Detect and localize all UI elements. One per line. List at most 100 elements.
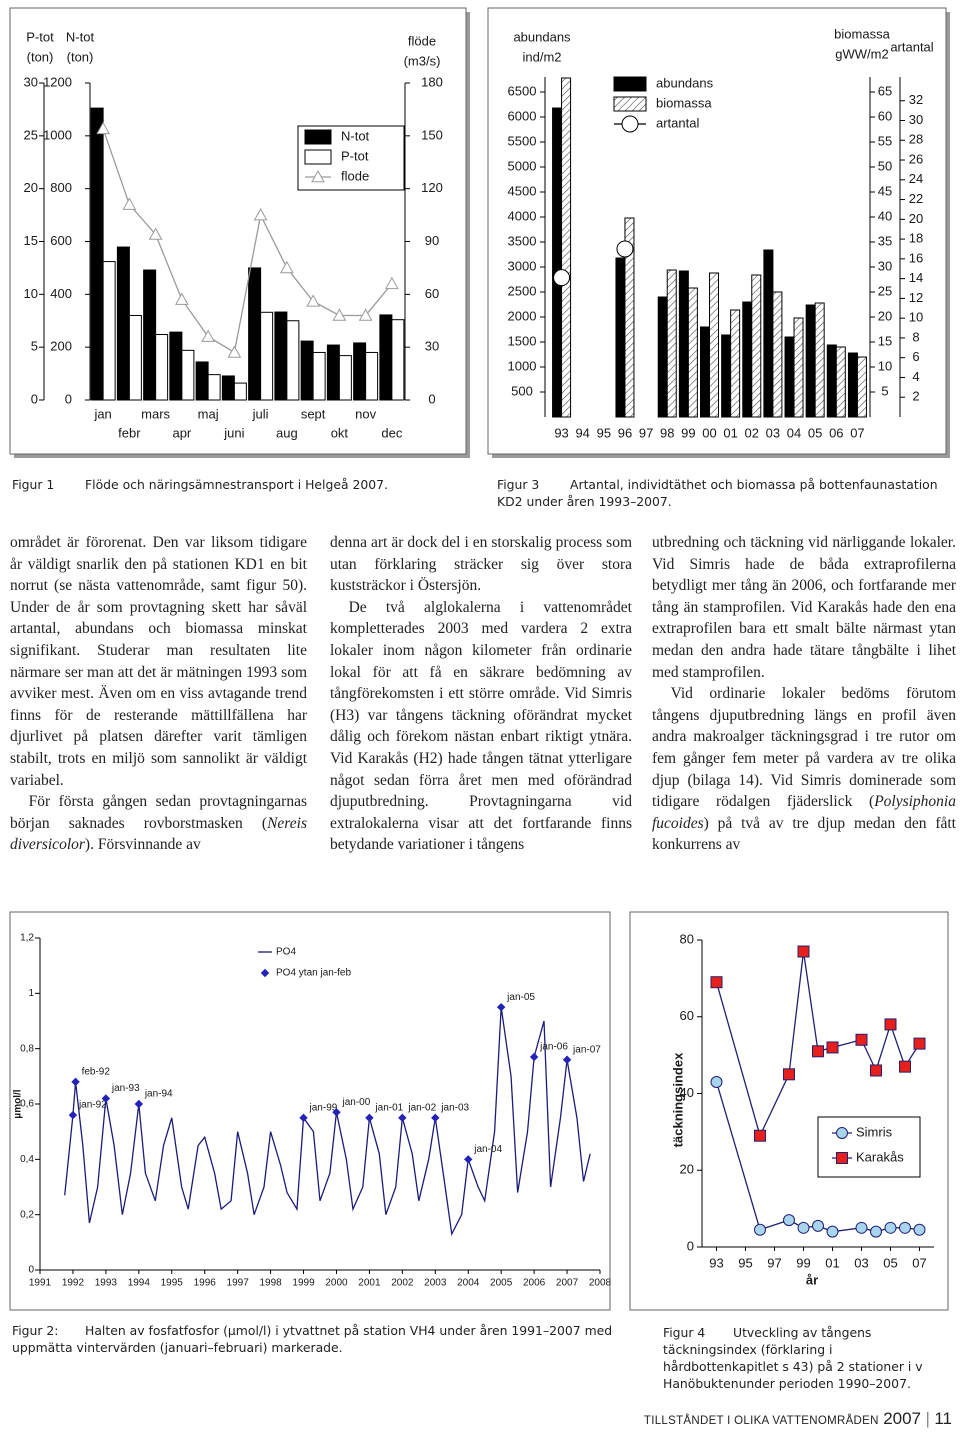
caption-text: Flöde och näringsämnestransport i Helgeå…	[85, 477, 388, 492]
marker	[101, 1094, 111, 1103]
y-tick-label: 6000	[508, 108, 537, 123]
y-tick-label: 32	[909, 92, 923, 107]
y-tick-label: 5500	[508, 133, 537, 148]
marker	[260, 968, 270, 978]
caption-text: Utveckling av tångens täckningsindex (fö…	[663, 1325, 923, 1391]
marker	[332, 1108, 341, 1117]
axis-title: gWW/m2	[835, 46, 888, 61]
y-tick-label: 10	[878, 358, 892, 373]
y-axis-label: täckningsindex	[670, 1052, 685, 1147]
y-tick-label: 15	[878, 333, 892, 348]
figure-caption: Figur 2: Halten av fosfatfosfor (µmol/l) …	[12, 1322, 622, 1356]
x-tick-label: okt	[331, 425, 349, 440]
bar	[221, 375, 235, 401]
marker	[913, 1223, 926, 1236]
bar	[847, 352, 858, 418]
y-tick-label: 0,8	[20, 1043, 34, 1054]
x-tick-label: 06	[829, 425, 843, 440]
marker	[148, 227, 163, 240]
bar	[730, 309, 741, 418]
y-tick-label: 55	[878, 133, 892, 148]
footer-section: TILLSTÅNDET I OLIKA VATTENOMRÅDEN	[643, 1415, 879, 1427]
text-run: ) på två av tre djup medan den fått konk…	[652, 814, 956, 854]
bar	[826, 344, 837, 418]
y-tick-label: 65	[878, 83, 892, 98]
axis-title: ind/m2	[522, 49, 561, 64]
x-tick-label: 2007	[556, 1278, 579, 1289]
x-tick-label: 01	[825, 1255, 839, 1270]
x-tick-label: 2005	[490, 1278, 513, 1289]
marker	[870, 1225, 882, 1238]
marker	[855, 1221, 868, 1234]
y-tick-label: 35	[878, 233, 892, 248]
bar	[687, 287, 698, 418]
page-footer: TILLSTÅNDET I OLIKA VATTENOMRÅDEN 2007 |…	[643, 1409, 952, 1428]
y-tick-label: 40	[680, 1085, 694, 1100]
y-tick-label: 4000	[508, 208, 537, 223]
y-tick-label: 60	[680, 1008, 694, 1023]
x-tick-label: dec	[381, 425, 402, 440]
marker	[332, 308, 347, 321]
marker	[385, 276, 399, 290]
marker	[227, 345, 242, 358]
bar	[300, 340, 314, 401]
x-tick-label: 1999	[292, 1278, 315, 1289]
x-tick-label: jan	[93, 406, 111, 421]
y-tick-label: 30	[425, 339, 439, 354]
y-tick-label: 6500	[508, 83, 537, 98]
y-tick-label: 15	[24, 233, 38, 248]
y-tick-label: 25	[24, 127, 38, 142]
y-tick-label: 5	[881, 383, 888, 398]
x-tick-label: 00	[702, 425, 716, 440]
x-tick-label: mars	[141, 406, 170, 421]
y-tick-label: 0	[687, 1238, 694, 1253]
x-tick-label: 1996	[194, 1278, 217, 1289]
marker	[253, 208, 268, 221]
bar	[700, 326, 710, 418]
y-tick-label: 500	[511, 383, 533, 398]
marker	[855, 1033, 868, 1046]
y-axis-label: µmol/l	[13, 1089, 24, 1118]
bar	[751, 274, 762, 418]
marker	[122, 197, 137, 210]
y-tick-label: 2500	[508, 283, 537, 298]
text-run: utbredning och täckning vid närliggande …	[652, 534, 956, 681]
axis-title: biomassa	[834, 26, 890, 41]
legend-label: artantal	[656, 115, 699, 130]
text-column: denna art är dock del i en storskalig pr…	[330, 532, 632, 856]
paragraph: De två alglokalerna i vattenområdet komp…	[330, 597, 632, 856]
marker	[836, 1127, 848, 1139]
bar	[207, 374, 221, 401]
y-tick-label: 30	[909, 112, 923, 127]
legend-swatch	[613, 76, 647, 92]
text-column: området är förorenat. Den var liksom tid…	[10, 532, 307, 856]
bar	[233, 382, 247, 401]
marker	[201, 329, 215, 342]
chart: 5001000150020002500300035004000450050005…	[508, 26, 934, 440]
bar	[772, 291, 783, 418]
x-tick-label: 2006	[523, 1278, 546, 1289]
x-tick-label: aug	[276, 425, 298, 440]
y-tick-label: 14	[909, 270, 923, 285]
marker	[913, 1037, 926, 1050]
marker	[529, 1052, 539, 1062]
marker	[754, 1223, 766, 1236]
marker	[797, 1221, 810, 1234]
text-run: denna art är dock del i en storskalig pr…	[330, 534, 632, 595]
bar	[742, 301, 753, 418]
text-run: De två alglokalerna i vattenområdet komp…	[330, 598, 632, 854]
legend-label: PO4 ytan jan-feb	[276, 968, 351, 979]
y-tick-label: 12	[909, 290, 923, 305]
point-label: jan-07	[572, 1044, 601, 1055]
bar	[624, 217, 635, 418]
marker	[836, 1152, 848, 1164]
y-tick-label: 24	[909, 171, 923, 186]
marker	[431, 1113, 440, 1123]
bar	[90, 107, 104, 401]
y-tick-label: 60	[878, 108, 892, 123]
x-tick-label: 93	[554, 425, 568, 440]
figure-caption: Figur 3 Artantal, individtäthet och bioma…	[497, 476, 947, 510]
y-tick-label: 30	[24, 74, 38, 89]
text-run: ). Försvinnande av	[84, 836, 201, 854]
